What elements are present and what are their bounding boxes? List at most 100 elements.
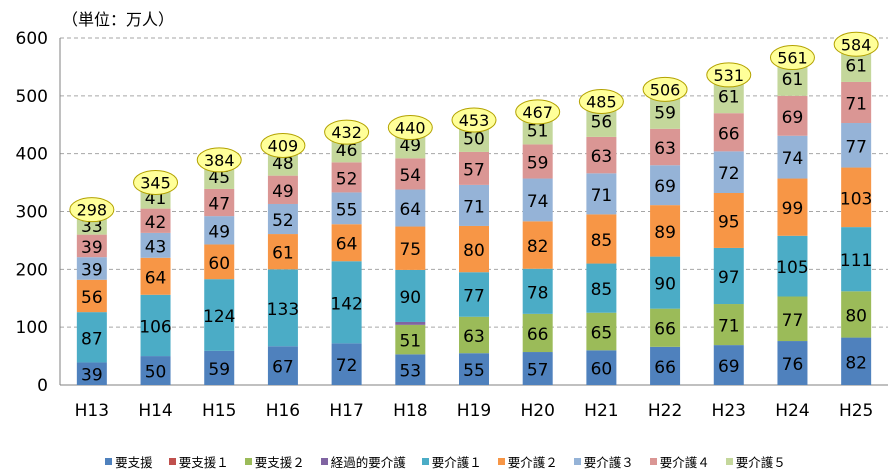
- total-label: 467: [522, 103, 553, 122]
- x-tick-label: H20: [520, 401, 554, 421]
- data-label: 49: [208, 222, 230, 242]
- bar-segment: [777, 341, 808, 385]
- data-label: 75: [399, 240, 421, 260]
- bar-segment: [459, 225, 489, 273]
- data-label: 71: [591, 186, 613, 206]
- data-label: 72: [718, 164, 740, 184]
- x-tick-label: H25: [839, 401, 873, 421]
- bar-segment: [841, 227, 872, 292]
- data-label: 53: [399, 362, 421, 382]
- data-label: 51: [399, 332, 421, 352]
- x-tick-label: H19: [457, 401, 491, 421]
- data-label: 59: [654, 104, 676, 124]
- data-label: 47: [208, 195, 230, 215]
- bar-segment: [777, 178, 808, 236]
- bar-segment: [395, 324, 426, 355]
- legend-swatch: [105, 458, 113, 465]
- data-label: 64: [336, 235, 358, 255]
- data-label: 71: [718, 317, 740, 337]
- data-label: 95: [718, 212, 740, 232]
- legend-item: 要介護５: [725, 452, 786, 471]
- x-tick-label: H17: [329, 401, 363, 421]
- bar-segment: [650, 256, 681, 309]
- bar-segment: [140, 257, 171, 295]
- total-bubble: [515, 99, 561, 125]
- y-tick-label: 200: [16, 260, 48, 280]
- data-label: 90: [399, 288, 421, 308]
- bar-segment: [841, 337, 872, 385]
- bar-segment: [650, 346, 681, 385]
- legend-item: 要支援１: [168, 452, 229, 471]
- data-label: 80: [845, 306, 867, 326]
- bar-segment: [841, 167, 872, 228]
- bar-segment: [76, 279, 107, 313]
- total-bubble: [387, 115, 433, 141]
- data-label: 33: [81, 217, 103, 237]
- bar-segment: [267, 234, 298, 270]
- x-tick-label: H13: [75, 401, 109, 421]
- data-label: 87: [81, 329, 103, 349]
- legend-swatch: [168, 458, 176, 465]
- data-label: 71: [845, 94, 867, 114]
- data-label: 97: [718, 268, 740, 288]
- bar-segment: [395, 158, 426, 190]
- total-label: 453: [459, 111, 490, 130]
- data-label: 67: [272, 358, 294, 378]
- bar-segment: [331, 343, 362, 385]
- total-label: 506: [650, 80, 681, 99]
- data-label: 49: [272, 182, 294, 202]
- total-label: 384: [204, 151, 235, 170]
- legend-label: 経過的要介護: [330, 455, 406, 470]
- data-label: 77: [782, 311, 804, 331]
- data-label: 52: [336, 169, 358, 189]
- data-label: 74: [782, 149, 804, 169]
- legend-swatch: [497, 458, 505, 465]
- data-label: 51: [527, 122, 549, 142]
- total-bubble: [769, 45, 815, 71]
- data-label: 42: [145, 213, 167, 233]
- data-label: 103: [840, 189, 872, 209]
- total-label: 440: [395, 119, 426, 138]
- legend-item: 要介護４: [649, 452, 710, 471]
- bar-segment: [713, 304, 744, 346]
- bar-segment: [522, 268, 553, 314]
- bar-segment: [459, 353, 489, 385]
- data-label: 61: [782, 70, 804, 90]
- total-label: 561: [777, 49, 808, 68]
- legend-item: 要支援: [105, 452, 153, 471]
- legend-label: 要支援２: [254, 455, 305, 470]
- data-label: 61: [845, 56, 867, 76]
- data-label: 39: [81, 366, 103, 386]
- data-label: 69: [654, 177, 676, 197]
- x-tick-label: H24: [775, 401, 809, 421]
- total-bubble: [578, 89, 624, 115]
- data-label: 39: [81, 238, 103, 258]
- unit-label: （単位：万人）: [62, 10, 175, 29]
- data-label: 133: [267, 300, 299, 320]
- bar-segment: [586, 263, 617, 313]
- bar-segment: [395, 226, 426, 270]
- x-tick-label: H16: [266, 401, 300, 421]
- data-label: 55: [463, 361, 485, 381]
- data-label: 66: [654, 320, 676, 340]
- bar-segment: [204, 279, 235, 351]
- total-bubble: [260, 132, 306, 158]
- bar-segment: [650, 165, 681, 206]
- bar-segment: [777, 135, 808, 179]
- bar-segment: [841, 291, 872, 338]
- legend-item: 経過的要介護: [320, 452, 406, 471]
- data-label: 55: [336, 200, 358, 220]
- bar-segment: [650, 308, 681, 347]
- data-label: 56: [591, 113, 613, 133]
- legend-item: 要介護１: [421, 452, 482, 471]
- bar-segment: [267, 175, 298, 204]
- data-label: 57: [527, 361, 549, 381]
- bar-segment: [204, 350, 235, 385]
- total-label: 345: [140, 173, 171, 192]
- data-label: 142: [330, 294, 362, 314]
- data-label: 61: [718, 88, 740, 108]
- y-tick-label: 0: [37, 376, 48, 396]
- x-tick-label: H22: [648, 401, 682, 421]
- bar-segment: [713, 151, 744, 193]
- data-label: 39: [81, 260, 103, 280]
